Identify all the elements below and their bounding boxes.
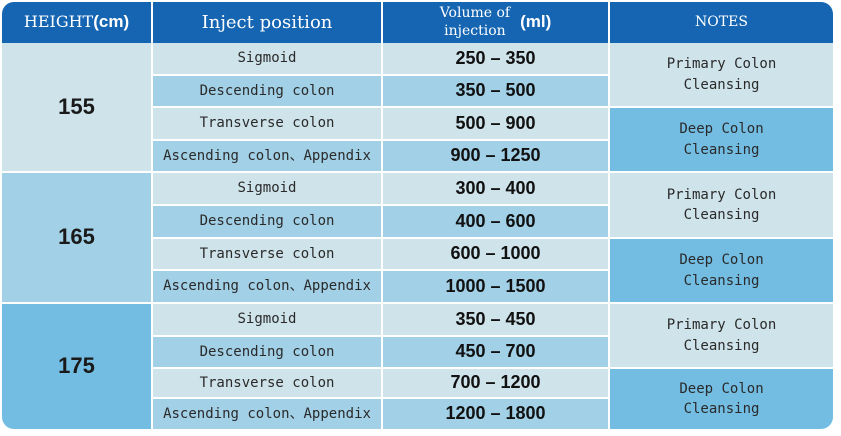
position-cell: Transverse colon	[153, 369, 383, 399]
header-volume-line2: injection	[444, 22, 506, 39]
volume-cell: 600 – 1000	[383, 239, 610, 271]
volume-cell: 400 – 600	[383, 206, 610, 239]
position-cell: Transverse colon	[153, 108, 383, 141]
header-volume-line1: Volume of	[439, 5, 511, 21]
note-line: Primary Colon	[666, 56, 777, 73]
volume-cell: 250 – 350	[383, 43, 610, 76]
note-line: Primary Colon	[666, 186, 777, 203]
position-cell: Sigmoid	[153, 43, 383, 76]
height-175: 175	[2, 304, 153, 429]
volume-cell: 700 – 1200	[383, 369, 610, 399]
note-line: Deep Colon	[679, 380, 764, 397]
note-line: Cleansing	[683, 272, 760, 289]
note-primary: Primary Colon Cleansing	[610, 173, 833, 239]
note-line: Deep Colon	[679, 252, 764, 269]
header-position: Inject position	[153, 2, 383, 43]
volume-cell: 350 – 450	[383, 304, 610, 337]
note-primary: Primary Colon Cleansing	[610, 304, 833, 369]
volume-cell: 350 – 500	[383, 76, 610, 108]
position-cell: Sigmoid	[153, 304, 383, 337]
note-line: Primary Colon	[666, 317, 777, 334]
header-height-label: HEIGHT	[23, 12, 94, 32]
note-line: Cleansing	[683, 337, 760, 354]
note-line: Deep Colon	[679, 121, 764, 138]
height-165: 165	[2, 173, 153, 304]
note-deep: Deep Colon Cleansing	[610, 239, 833, 304]
height-155: 155	[2, 43, 153, 173]
header-height-unit: (cm)	[93, 12, 130, 32]
header-volume-unit: (ml)	[520, 12, 552, 32]
position-cell: Ascending colon、Appendix	[153, 271, 383, 304]
header-volume-label: Volume of injection	[440, 5, 510, 40]
note-primary: Primary Colon Cleansing	[610, 43, 833, 108]
position-cell: Descending colon	[153, 76, 383, 108]
note-line: Cleansing	[683, 207, 760, 223]
injection-volume-table: HEIGHT (cm) Inject position Volume of in…	[2, 2, 833, 429]
volume-cell: 500 – 900	[383, 108, 610, 141]
position-cell: Descending colon	[153, 337, 383, 369]
volume-cell: 900 – 1250	[383, 141, 610, 173]
volume-cell: 1000 – 1500	[383, 271, 610, 304]
header-height: HEIGHT (cm)	[2, 2, 153, 43]
position-cell: Sigmoid	[153, 173, 383, 206]
volume-cell: 300 – 400	[383, 173, 610, 206]
note-deep: Deep Colon Cleansing	[610, 369, 833, 429]
position-cell: Ascending colon、Appendix	[153, 141, 383, 173]
position-cell: Transverse colon	[153, 239, 383, 271]
note-line: Cleansing	[683, 141, 760, 158]
position-cell: Ascending colon、Appendix	[153, 399, 383, 429]
note-line: Cleansing	[683, 401, 760, 417]
header-volume: Volume of injection (ml)	[383, 2, 610, 43]
volume-cell: 1200 – 1800	[383, 399, 610, 429]
note-line: Cleansing	[683, 76, 760, 93]
position-cell: Descending colon	[153, 206, 383, 239]
volume-cell: 450 – 700	[383, 337, 610, 369]
header-notes: NOTES	[610, 2, 833, 43]
note-deep: Deep Colon Cleansing	[610, 108, 833, 173]
